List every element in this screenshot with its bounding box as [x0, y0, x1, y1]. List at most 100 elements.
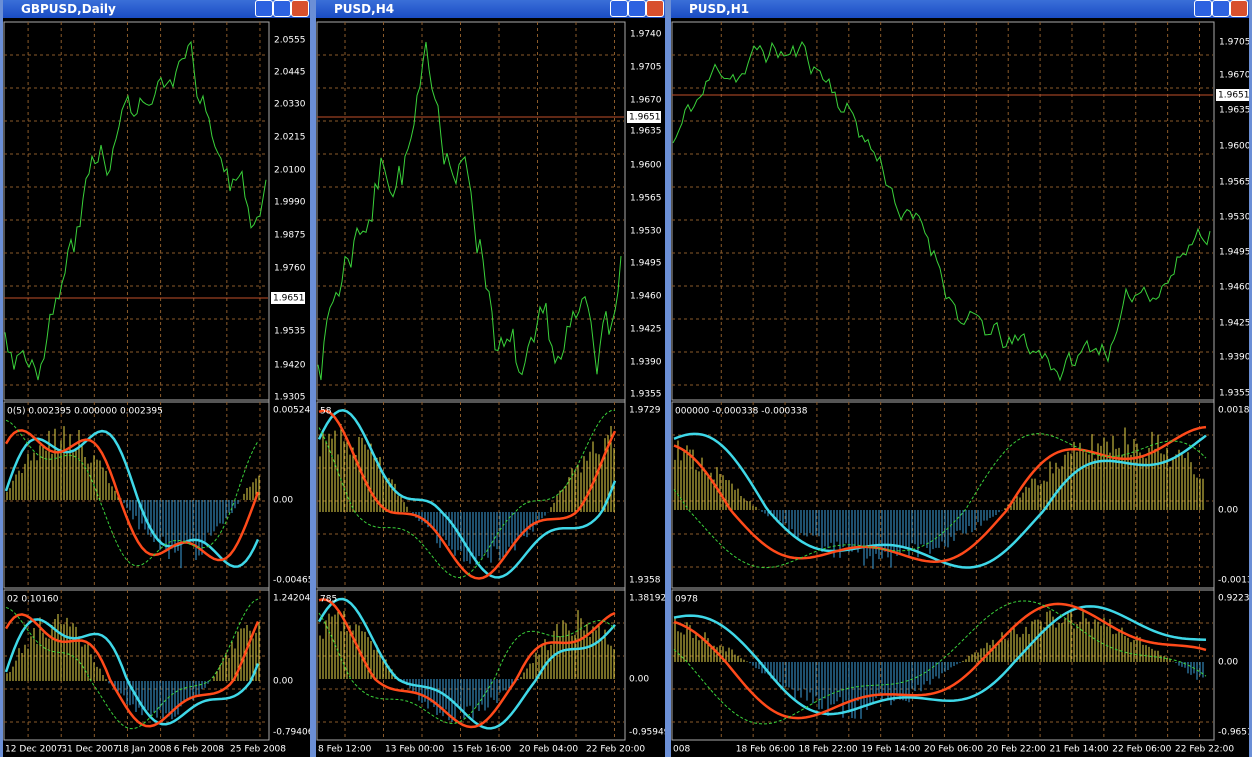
current-price-box: [627, 111, 661, 123]
current-price: 1.9651: [273, 294, 305, 304]
price-label: 2.0445: [274, 68, 306, 78]
price-label: 2.0330: [274, 100, 306, 110]
indicator-scale-label: 1.38192: [629, 594, 665, 604]
date-label: 19 Feb 14:00: [861, 745, 920, 755]
price-label: 1.9425: [1219, 319, 1249, 329]
date-label: 18 Feb 06:00: [736, 745, 795, 755]
indicator-scale-label: 0.00: [273, 677, 293, 687]
indicator-scale-label: -0.95949: [629, 728, 665, 738]
indicator-scale-label: 0.00: [1218, 658, 1238, 668]
minimize-button[interactable]: [1194, 0, 1212, 17]
title-bar: GBPUSD,Daily: [3, 0, 310, 18]
indicator-scale-label: -0.00465: [273, 576, 310, 586]
indicator-label: 58: [320, 407, 332, 417]
price-label: 1.9530: [1219, 213, 1249, 223]
chart-canvas: 1.9705 1.9670 1.9635 1.9600 1.9565 1.9530 1.94…: [671, 21, 1249, 755]
indicator-line: [5, 598, 259, 730]
price-label: 1.9420: [274, 361, 306, 371]
current-price: 1.9651: [629, 113, 661, 123]
date-label: 13 Feb 00:00: [385, 745, 444, 755]
price-label: 1.9760: [274, 264, 306, 274]
price-label: 1.9355: [1219, 389, 1249, 399]
price-label: 1.9390: [1219, 353, 1249, 363]
price-label: 1.9305: [274, 393, 306, 403]
indicator-scale-label: 1.24204: [273, 594, 310, 604]
chart-window: GBPUSD,Daily 2.0555 2.0445 2.0330 2.0215 2.01…: [0, 0, 313, 757]
date-label: 8 Feb 12:00: [318, 745, 372, 755]
price-label: 1.9530: [630, 227, 662, 237]
date-label: 22 Feb 20:00: [586, 745, 645, 755]
title-bar: PUSD,H4: [316, 0, 665, 18]
indicator-line: [318, 598, 616, 729]
price-label: 1.9460: [630, 292, 662, 302]
date-label: 20 Feb 04:00: [519, 745, 578, 755]
chart-canvas: 1.9740 1.9705 1.9670 1.9635 1.9600 1.9565 1.95…: [316, 21, 665, 755]
pane-frame: [3, 21, 270, 401]
price-label: 1.9600: [630, 161, 662, 171]
indicator-line: [4, 429, 260, 568]
date-label: 18 Feb 22:00: [799, 745, 858, 755]
maximize-button[interactable]: [273, 0, 291, 17]
indicator-line: [317, 408, 617, 579]
price-label: 1.9705: [630, 63, 662, 73]
date-label: 15 Feb 16:00: [452, 745, 511, 755]
indicator-label: 000000 -0.000338 -0.000338: [675, 407, 808, 417]
price-line: [4, 40, 267, 381]
date-label: 12 Dec 2007: [5, 745, 63, 755]
date-label: 20 Feb 22:00: [987, 745, 1046, 755]
indicator-scale-label: 1.9729: [629, 406, 661, 416]
indicator-label: 785: [320, 595, 337, 605]
maximize-button[interactable]: [1212, 0, 1230, 17]
indicator-scale-label: 0.00187: [1218, 406, 1249, 416]
price-label: 1.9565: [630, 194, 662, 204]
date-label: 22 Feb 22:00: [1175, 745, 1234, 755]
title-bar: PUSD,H1: [671, 0, 1249, 18]
indicator-scale-label: 0.00: [629, 675, 649, 685]
indicator-line: [318, 409, 617, 580]
date-label: 25 Feb 2008: [230, 745, 286, 755]
price-label: 1.9635: [630, 127, 662, 137]
price-label: 1.9460: [1219, 283, 1249, 293]
indicator-scale-label: 0.005241: [273, 406, 310, 416]
close-button[interactable]: [291, 0, 309, 17]
close-button[interactable]: [646, 0, 664, 17]
date-label: 008: [673, 745, 690, 755]
minimize-button[interactable]: [255, 0, 273, 17]
price-label: 1.9535: [274, 327, 306, 337]
date-label: 20 Feb 06:00: [924, 745, 983, 755]
indicator-line: [5, 419, 259, 567]
pane-frame: [316, 401, 626, 589]
current-price: 1.9651: [1218, 91, 1249, 101]
minimize-button[interactable]: [610, 0, 628, 17]
price-label: 1.9875: [274, 231, 306, 241]
price-label: 1.9495: [1219, 248, 1249, 258]
pane-frame: [316, 21, 626, 401]
chart-window: PUSD,H1 1.9705 1.9670 1.9635 1.9600 1.9565 1.9…: [668, 0, 1252, 757]
indicator-scale-label: 0.00: [273, 496, 293, 506]
current-price-box: [271, 292, 305, 304]
chart-window: PUSD,H4 1.9740 1.9705 1.9670 1.9635 1.9600 1.9…: [313, 0, 668, 757]
date-label: 18 Jan 2008: [118, 745, 172, 755]
indicator-line: [673, 600, 1207, 725]
price-label: 1.9705: [1219, 38, 1249, 48]
indicator-label: 02 0.10160: [7, 595, 59, 605]
indicator-label: 0(5) 0.002395 0.000000 0.002395: [7, 407, 163, 417]
close-button[interactable]: [1230, 0, 1248, 17]
date-label: 6 Feb 2008: [174, 745, 225, 755]
price-line: [672, 40, 1211, 382]
indicator-line: [317, 597, 616, 730]
maximize-button[interactable]: [628, 0, 646, 17]
price-label: 1.9635: [1219, 106, 1249, 116]
indicator-line: [318, 612, 616, 724]
indicator-line: [4, 429, 260, 562]
indicator-line: [673, 602, 1207, 720]
price-label: 1.9600: [1219, 142, 1249, 152]
indicator-scale-label: -0.9651: [1218, 728, 1249, 738]
date-label: 31 Dec 2007: [61, 745, 119, 755]
price-label: 1.9670: [630, 96, 662, 106]
price-label: 1.9565: [1219, 178, 1249, 188]
indicator-label: 0978: [675, 595, 698, 605]
indicator-line: [4, 613, 260, 728]
